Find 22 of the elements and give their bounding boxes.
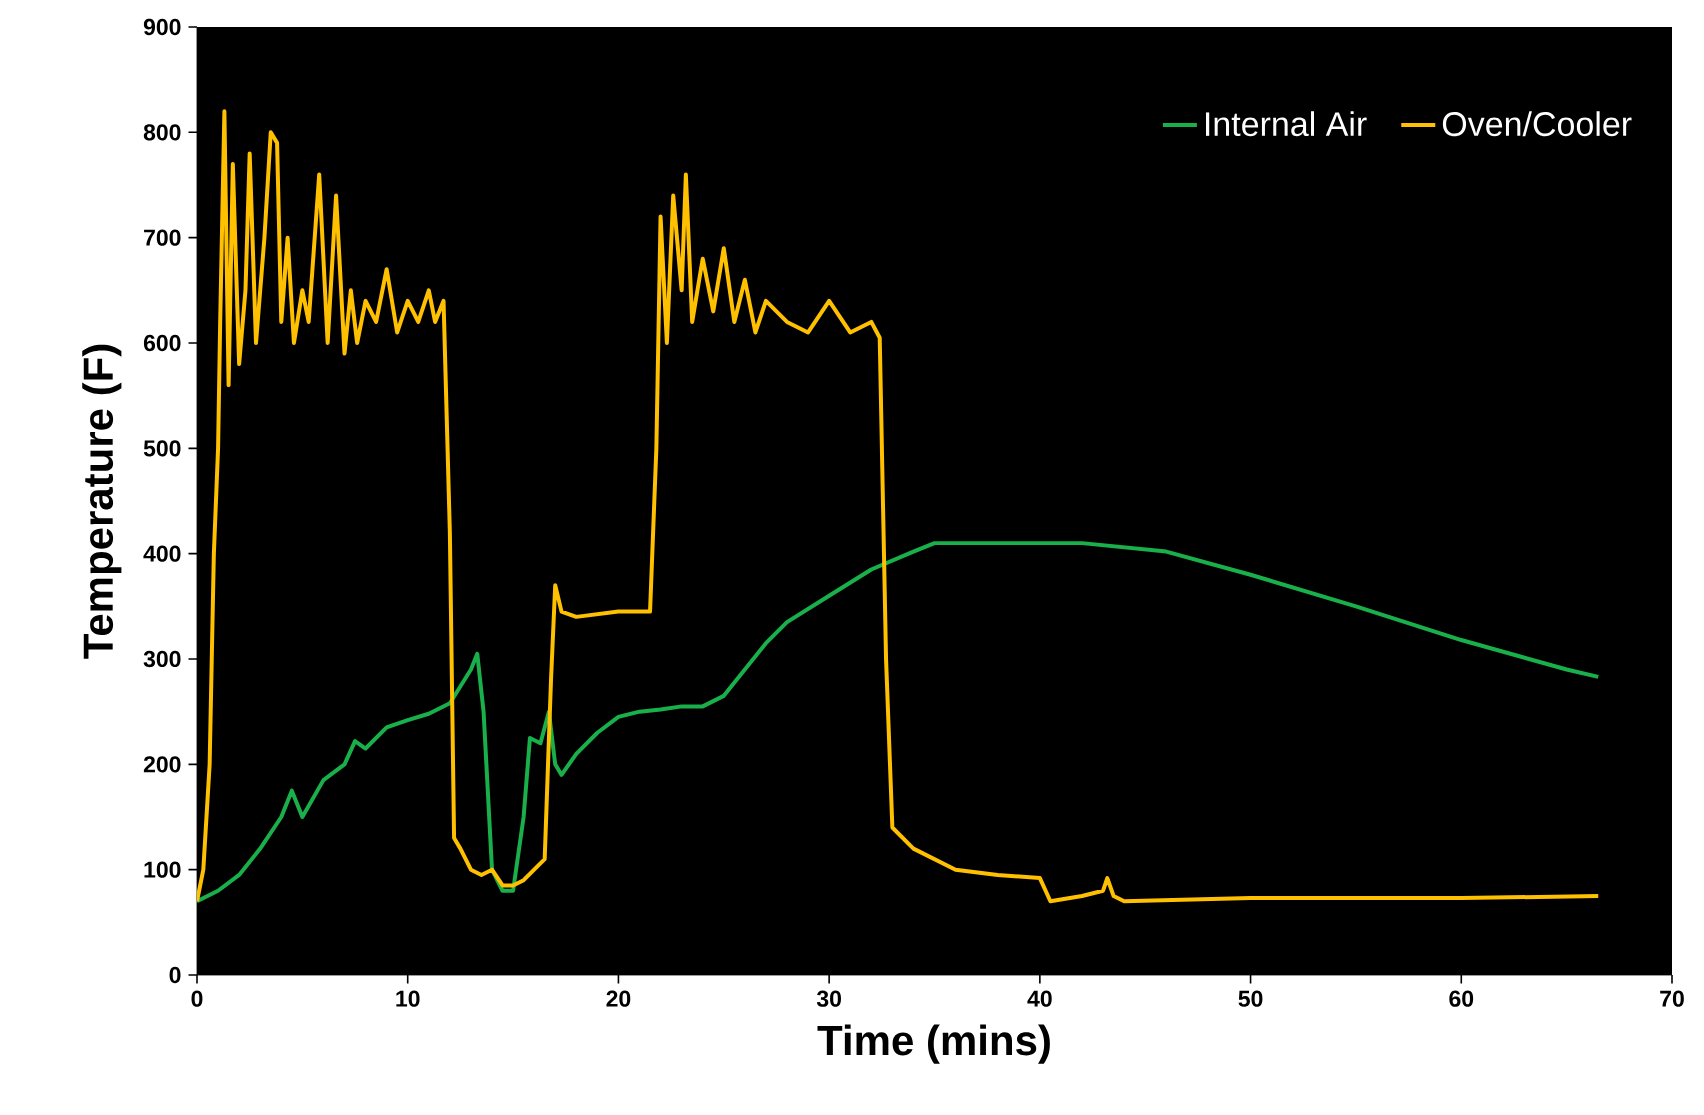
x-tick-label: 60 — [1449, 990, 1474, 1007]
legend-label: Internal Air — [1206, 111, 1367, 137]
y-tick-label: 0 — [169, 966, 181, 984]
y-tick-label: 400 — [143, 545, 181, 562]
x-tick-label: 20 — [606, 990, 631, 1007]
y-tick-label: 500 — [143, 440, 181, 457]
x-tick-label: 0 — [191, 990, 203, 1007]
y-tick-label: 800 — [143, 124, 181, 141]
x-tick-label: 10 — [396, 990, 420, 1007]
y-tick-label: 700 — [144, 229, 181, 246]
x-tick-label: 30 — [816, 990, 841, 1007]
y-tick-label: 900 — [143, 18, 181, 36]
y-axis-title: Temperature (F) — [82, 344, 122, 659]
x-tick-label: 50 — [1238, 990, 1263, 1007]
x-axis-title: Time (mins) — [817, 1024, 1050, 1064]
legend-label: Oven/Cooler — [1442, 111, 1632, 137]
y-tick-label: 100 — [144, 861, 181, 878]
x-tick-label: 70 — [1660, 990, 1684, 1007]
x-tick-label: 40 — [1027, 990, 1052, 1007]
y-tick-label: 600 — [143, 334, 181, 352]
y-tick-label: 200 — [143, 756, 181, 773]
y-tick-label: 300 — [143, 650, 181, 668]
